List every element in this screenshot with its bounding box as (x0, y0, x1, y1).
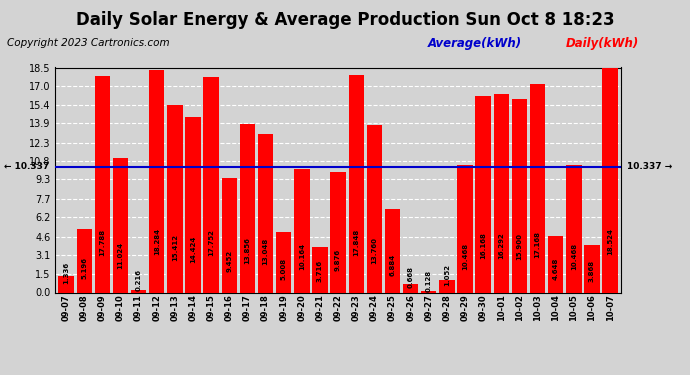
Text: 0.216: 0.216 (136, 269, 141, 291)
Bar (149, 70, 164, 292)
Bar (313, 247, 328, 292)
Text: 0.128: 0.128 (426, 270, 432, 292)
Bar (221, 177, 237, 292)
Text: ← 10.337: ← 10.337 (4, 162, 50, 171)
Text: 18.284: 18.284 (154, 228, 160, 255)
Bar (530, 84, 545, 292)
Bar (95, 76, 110, 292)
Bar (294, 169, 310, 292)
Bar (204, 76, 219, 292)
Text: 3.868: 3.868 (589, 260, 595, 282)
Text: 10.164: 10.164 (299, 243, 305, 270)
Text: 16.168: 16.168 (480, 232, 486, 260)
Text: 10.468: 10.468 (462, 243, 468, 270)
Bar (548, 236, 564, 292)
Bar (348, 75, 364, 292)
Bar (602, 67, 618, 292)
Text: 17.848: 17.848 (353, 229, 359, 256)
Text: 4.648: 4.648 (553, 258, 559, 280)
Bar (276, 232, 291, 292)
Text: 14.424: 14.424 (190, 235, 196, 262)
Text: 3.716: 3.716 (317, 260, 323, 282)
Text: 18.524: 18.524 (607, 228, 613, 255)
Bar (421, 291, 437, 292)
Text: 17.752: 17.752 (208, 230, 214, 256)
Bar (239, 124, 255, 292)
Text: 5.196: 5.196 (81, 257, 87, 279)
Bar (59, 276, 74, 292)
Text: 11.024: 11.024 (117, 242, 124, 269)
Text: 1.336: 1.336 (63, 262, 69, 284)
Text: 1.052: 1.052 (444, 264, 450, 286)
Text: 9.876: 9.876 (335, 249, 341, 271)
Text: 0.668: 0.668 (408, 267, 413, 288)
Bar (457, 165, 473, 292)
Text: 13.048: 13.048 (263, 238, 268, 265)
Bar (385, 209, 400, 292)
Text: 5.008: 5.008 (281, 258, 287, 280)
Bar (77, 229, 92, 292)
Text: 13.856: 13.856 (244, 237, 250, 264)
Bar (186, 117, 201, 292)
Text: Daily Solar Energy & Average Production Sun Oct 8 18:23: Daily Solar Energy & Average Production … (76, 11, 614, 29)
Text: 15.900: 15.900 (516, 233, 522, 260)
Bar (331, 172, 346, 292)
Text: 13.760: 13.760 (371, 237, 377, 264)
Text: 17.788: 17.788 (99, 229, 106, 256)
Bar (440, 280, 455, 292)
Text: 17.168: 17.168 (535, 231, 540, 258)
Text: 6.884: 6.884 (389, 254, 395, 276)
Text: 16.292: 16.292 (498, 232, 504, 259)
Bar (403, 284, 418, 292)
Bar (493, 94, 509, 292)
Bar (258, 134, 273, 292)
Text: Copyright 2023 Cartronics.com: Copyright 2023 Cartronics.com (7, 38, 170, 48)
Text: Average(kWh): Average(kWh) (428, 38, 522, 51)
Bar (366, 125, 382, 292)
Bar (584, 246, 600, 292)
Bar (167, 105, 183, 292)
Bar (512, 99, 527, 292)
Text: 9.452: 9.452 (226, 249, 233, 272)
Text: 10.468: 10.468 (571, 243, 577, 270)
Text: 10.337 →: 10.337 → (627, 162, 672, 171)
Bar (475, 96, 491, 292)
Bar (112, 158, 128, 292)
Text: Daily(kWh): Daily(kWh) (566, 38, 639, 51)
Bar (566, 165, 582, 292)
Bar (131, 290, 146, 292)
Text: 15.412: 15.412 (172, 234, 178, 261)
